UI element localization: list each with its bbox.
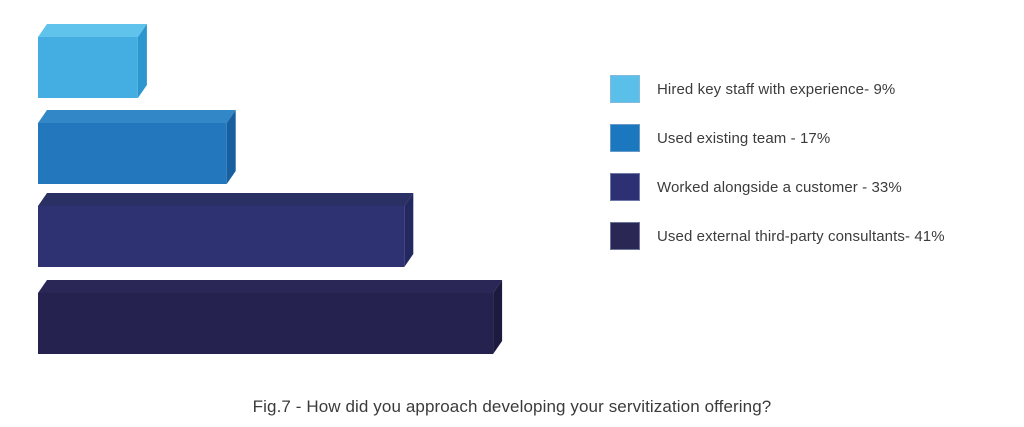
legend-swatch — [610, 75, 640, 103]
legend-item: Hired key staff with experience- 9% — [610, 75, 945, 103]
bar-front-face — [38, 206, 405, 267]
bar-front-face — [38, 123, 227, 184]
legend-item: Used existing team - 17% — [610, 124, 945, 152]
bar-top-face — [38, 280, 503, 293]
bar-segment-3 — [38, 280, 503, 354]
bar-side-face — [404, 193, 414, 267]
legend-swatch — [610, 173, 640, 201]
legend-item: Used external third-party consultants- 4… — [610, 222, 945, 250]
bar-segment-2 — [38, 193, 414, 267]
chart-legend: Hired key staff with experience- 9% Used… — [610, 75, 945, 271]
legend-swatch — [610, 222, 640, 250]
legend-item-label: Used existing team - 17% — [657, 129, 831, 147]
bar-top-face — [38, 24, 147, 37]
legend-item-label: Worked alongside a customer - 33% — [657, 178, 902, 196]
legend-swatch — [610, 124, 640, 152]
legend-item-label: Hired key staff with experience- 9% — [657, 80, 896, 98]
bar-top-face — [38, 193, 414, 206]
bar-side-face — [226, 110, 236, 184]
bar-front-face — [38, 37, 138, 98]
bar-side-face — [137, 24, 147, 98]
bar-front-face — [38, 293, 494, 354]
bar-top-face — [38, 110, 236, 123]
legend-item-label: Used external third-party consultants- 4… — [657, 227, 945, 245]
legend-item: Worked alongside a customer - 33% — [610, 173, 945, 201]
bar-side-face — [493, 280, 503, 354]
bar-segment-0 — [38, 24, 147, 98]
bar-segment-1 — [38, 110, 236, 184]
figure-caption: Fig.7 - How did you approach developing … — [252, 397, 772, 416]
